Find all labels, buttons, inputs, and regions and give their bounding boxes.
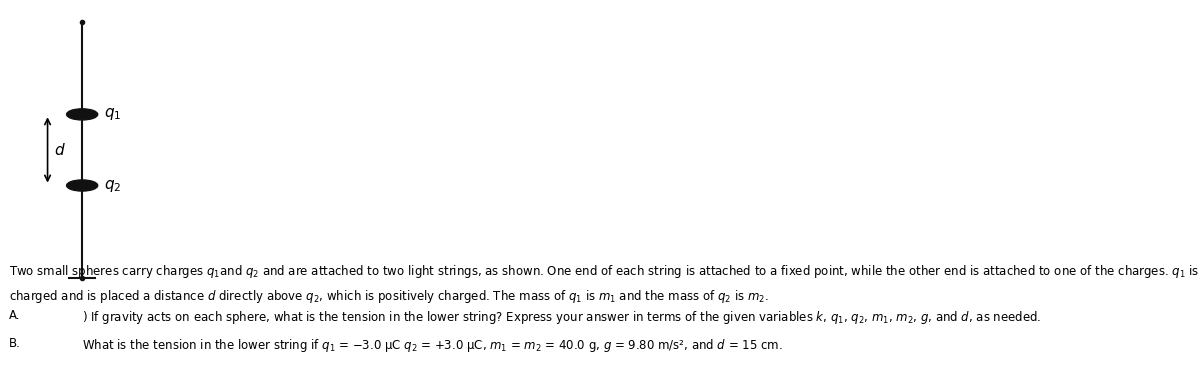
Text: A.: A. (8, 309, 20, 322)
Circle shape (66, 180, 97, 191)
Text: ) If gravity acts on each sphere, what is the tension in the lower string? Expre: ) If gravity acts on each sphere, what i… (82, 309, 1042, 326)
Text: $d$: $d$ (54, 142, 66, 158)
Circle shape (66, 109, 97, 120)
Text: $q_1$: $q_1$ (103, 106, 121, 122)
Text: charged and is placed a distance $d$ directly above $q_2$, which is positively c: charged and is placed a distance $d$ dir… (8, 288, 768, 305)
Text: Two small spheres carry charges $q_1$and $q_2$ and are attached to two light str: Two small spheres carry charges $q_1$and… (8, 263, 1200, 280)
Text: $q_2$: $q_2$ (103, 177, 121, 194)
Text: B.: B. (8, 337, 20, 350)
Text: What is the tension in the lower string if $q_1$ = −3.0 μC $q_2$ = +3.0 μC, $m_1: What is the tension in the lower string … (82, 337, 782, 354)
